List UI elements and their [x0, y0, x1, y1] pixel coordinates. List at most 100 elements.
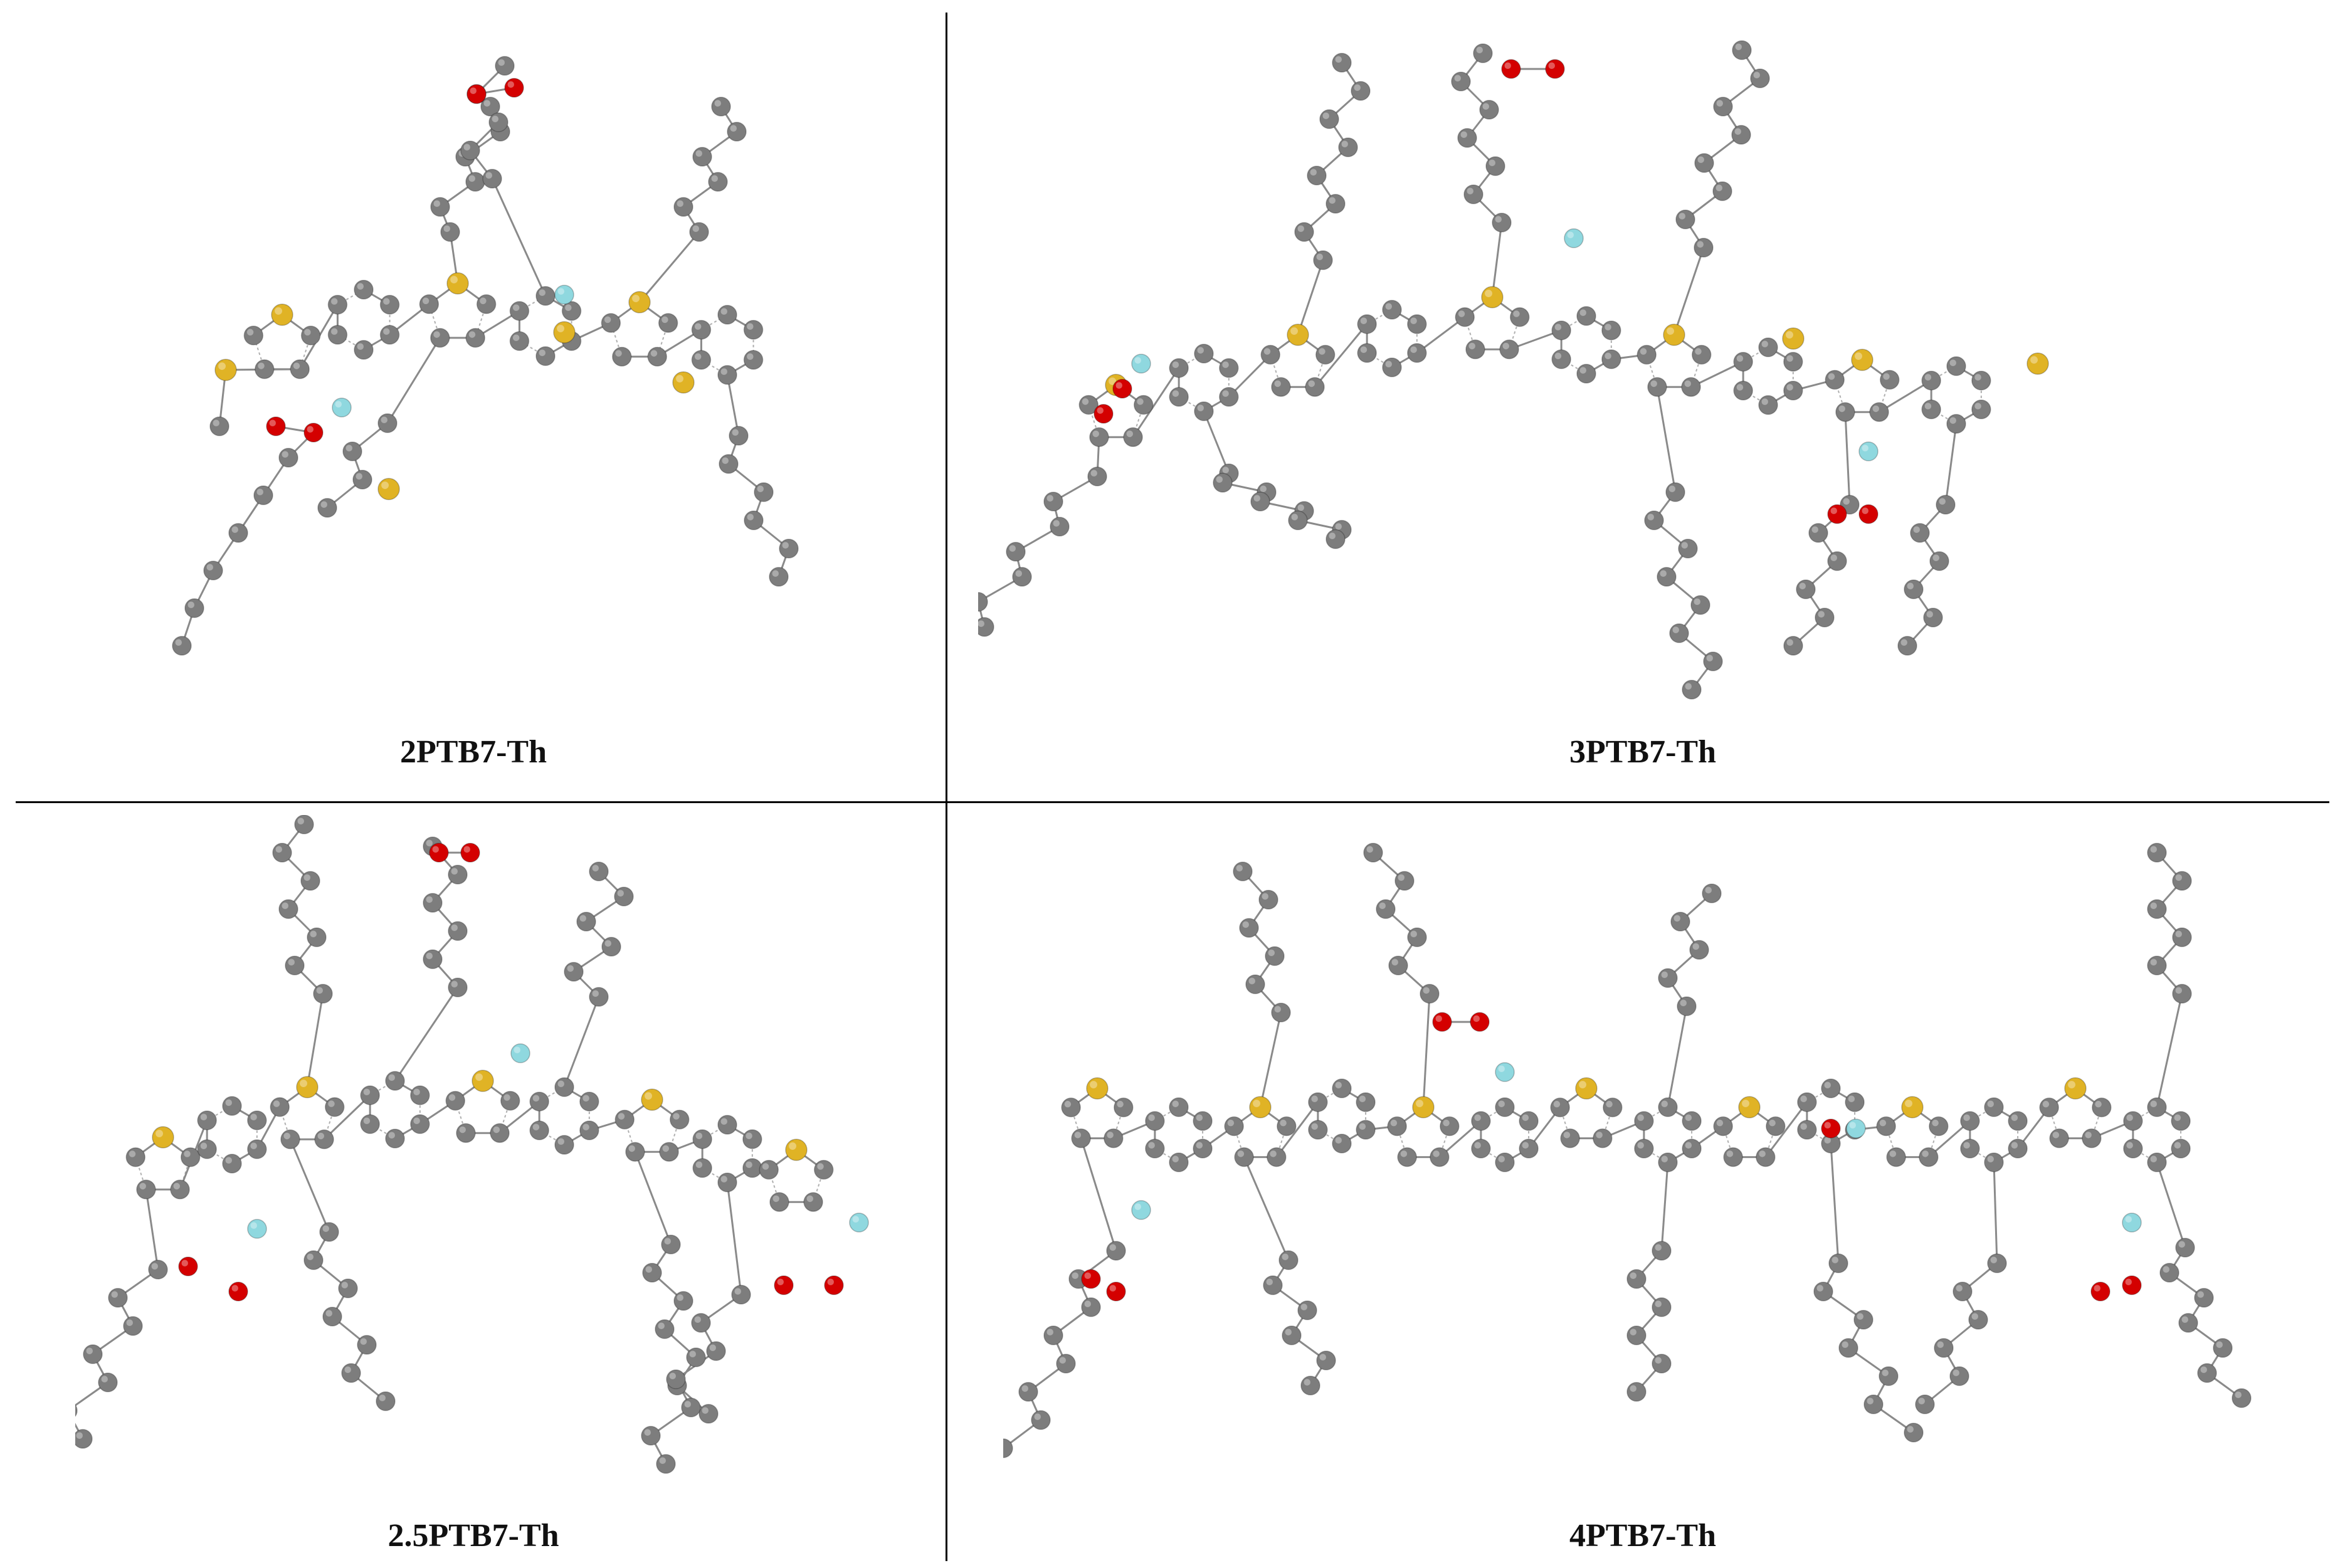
oxygen-atom [1858, 504, 1879, 524]
carbon-atom [686, 1347, 706, 1367]
carbon-atom [1277, 1116, 1297, 1137]
carbon-atom [2147, 1097, 2167, 1117]
atom-highlight [1253, 495, 1260, 502]
atom-highlight [1655, 1244, 1662, 1251]
carbon-atom [2194, 1288, 2214, 1308]
carbon-atom [197, 1110, 217, 1130]
carbon-atom [589, 861, 609, 881]
carbon-atom [1495, 1097, 1515, 1117]
carbon-atom [691, 350, 712, 370]
atom-highlight [1716, 1119, 1724, 1127]
carbon-atom [1682, 1139, 1702, 1159]
atom-highlight [1359, 1123, 1366, 1130]
bond [1879, 379, 1932, 413]
carbon-atom [692, 1158, 712, 1178]
atom-highlight [695, 150, 702, 157]
atom-highlight [1937, 1341, 1944, 1348]
sulfur-atom [785, 1139, 808, 1161]
atom-highlight [1316, 253, 1323, 260]
carbon-atom [711, 97, 731, 117]
atom-highlight [175, 639, 182, 646]
carbon-atom [322, 1307, 342, 1327]
carbon-atom [83, 1344, 103, 1364]
carbon-atom [123, 1316, 143, 1336]
atom-highlight [357, 343, 364, 350]
atom-highlight [1596, 1132, 1603, 1139]
oxygen-atom [774, 1275, 794, 1295]
carbon-atom [1356, 1120, 1376, 1140]
carbon-atom [2123, 1111, 2143, 1131]
carbon-atom [1271, 1002, 1291, 1023]
sulfur-atom [1575, 1077, 1598, 1100]
atom-highlight [1498, 1155, 1505, 1162]
carbon-atom [1260, 345, 1281, 365]
atom-highlight [507, 81, 514, 88]
carbon-atom [813, 1160, 834, 1180]
carbon-atom [1825, 370, 1845, 390]
atom-highlight [557, 1080, 564, 1087]
atom-highlight [579, 915, 586, 922]
bond [1656, 386, 1677, 493]
atom-highlight [1684, 380, 1692, 387]
carbon-atom [222, 1154, 242, 1174]
atom-highlight [1924, 374, 1932, 381]
atom-highlight [2163, 1266, 2169, 1273]
carbon-atom [1407, 314, 1427, 334]
carbon-atom [1652, 1241, 1672, 1261]
carbon-atom [2172, 927, 2192, 947]
carbon-atom [1863, 1394, 1884, 1414]
atom-highlight [772, 1195, 779, 1202]
carbon-atom [1783, 381, 1803, 401]
atom-highlight [1319, 348, 1325, 355]
sulfur-atom [672, 371, 695, 394]
carbon-atom [465, 172, 485, 192]
atom-highlight [503, 1094, 510, 1101]
carbon-atom [1104, 1128, 1124, 1149]
atom-highlight [187, 601, 194, 608]
atom-highlight [762, 1163, 769, 1170]
atom-highlight [383, 298, 390, 305]
bond [1491, 222, 1503, 298]
carbon-atom [561, 301, 582, 321]
carbon-atom [222, 1096, 242, 1116]
carbon-atom [423, 949, 443, 969]
atom-highlight [1489, 159, 1495, 166]
molecule-2-5ptb7-th [75, 815, 869, 1474]
atom-highlight [1661, 1155, 1668, 1162]
carbon-atom [1669, 623, 1689, 643]
carbon-atom [742, 1158, 762, 1178]
atom-highlight [1799, 582, 1806, 589]
atom-highlight [695, 1161, 703, 1168]
fluorine-atom [332, 397, 352, 418]
atom-highlight [1400, 1150, 1408, 1157]
atom-highlight [335, 401, 342, 408]
atom-highlight [218, 362, 226, 370]
atom-highlight [1216, 476, 1223, 483]
carbon-atom [1675, 209, 1695, 229]
atom-highlight [1458, 310, 1465, 317]
carbon-atom [589, 987, 609, 1007]
atom-highlight [1297, 504, 1304, 511]
atom-highlight [250, 1113, 257, 1120]
atom-highlight [709, 1344, 716, 1351]
atom-highlight [1554, 324, 1562, 330]
atom-highlight [310, 930, 317, 937]
atom-highlight [757, 485, 764, 492]
sulfur-atom [214, 359, 237, 381]
atom-highlight [297, 818, 304, 824]
carbon-atom [2082, 1128, 2102, 1149]
atom-highlight [1148, 1142, 1155, 1149]
atom-highlight [498, 59, 505, 66]
carbon-atom [243, 325, 264, 345]
atom-highlight [426, 952, 433, 959]
atom-highlight [2197, 1291, 2204, 1298]
carbon-atom [1835, 402, 1855, 422]
atom-highlight [604, 940, 611, 947]
carbon-atom [500, 1091, 520, 1111]
carbon-atom [1678, 539, 1698, 559]
carbon-atom [1351, 81, 1371, 101]
atom-highlight [1242, 921, 1249, 928]
atom-highlight [1260, 485, 1267, 492]
carbon-atom [1923, 608, 1943, 628]
carbon-atom [759, 1160, 779, 1180]
